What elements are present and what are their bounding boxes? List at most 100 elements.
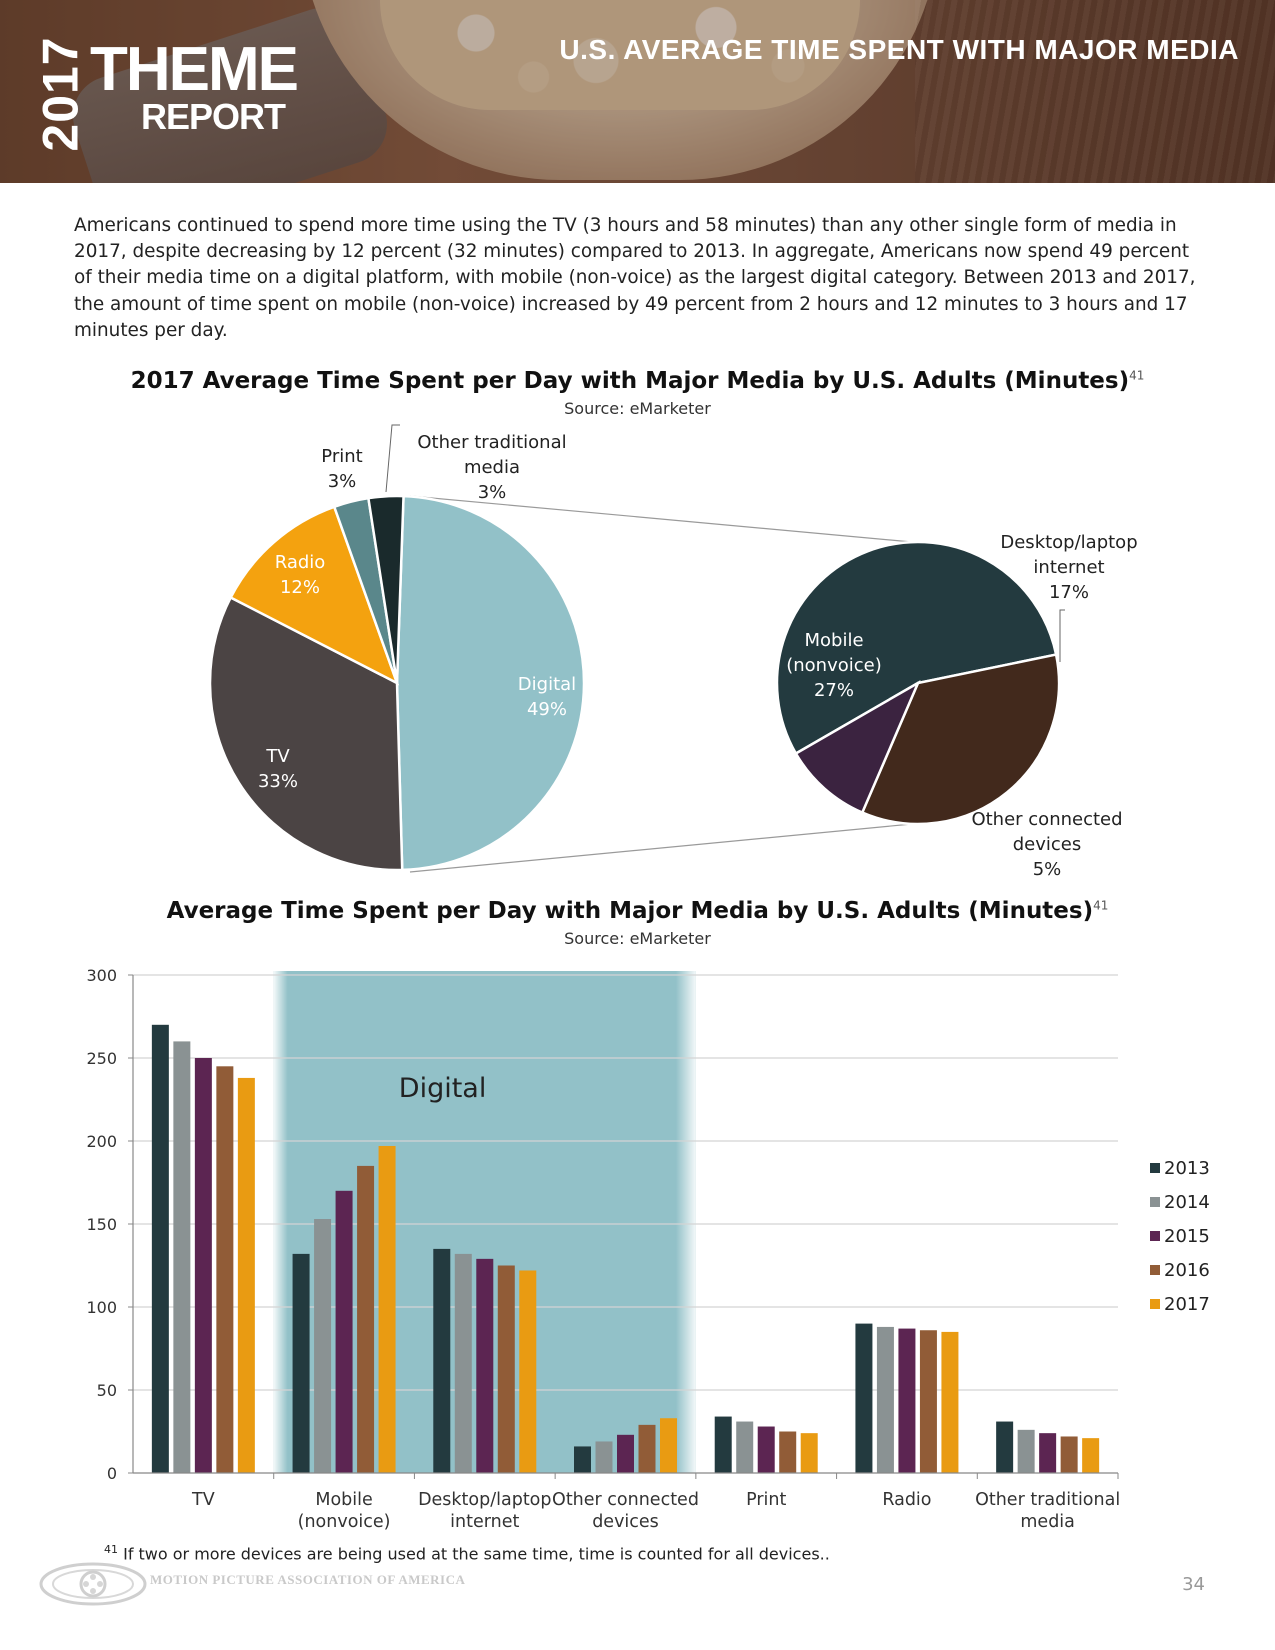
page-number: 34 — [1182, 1574, 1205, 1595]
legend-swatch-2016 — [1150, 1265, 1160, 1275]
y-tick-label: 50 — [97, 1381, 117, 1400]
bar-tv-2014 — [173, 1041, 191, 1473]
footnote: 41 If two or more devices are being used… — [104, 1543, 830, 1563]
breakdown-slice-other-connected-devices — [794, 680, 921, 815]
legend-label-2013: 2013 — [1164, 1158, 1210, 1179]
y-tick-label: 300 — [86, 966, 117, 985]
pie-slice-radio — [228, 505, 400, 686]
bar-tv-2013 — [151, 1024, 169, 1473]
pie-chart: Digital 49% TV 33% Radio 12% Print 3% Other trad… — [208, 424, 1138, 880]
y-tick-label: 250 — [86, 1049, 117, 1068]
bar-other-connected-devices-2013 — [574, 1446, 591, 1473]
bar-radio-2014 — [876, 1326, 894, 1473]
bar-other-traditional-media-2016 — [1060, 1436, 1078, 1473]
bar-mobile-nonvoice-2014 — [314, 1219, 332, 1473]
bar-radio-2013 — [855, 1323, 873, 1473]
pie-slice-digital — [395, 494, 586, 872]
bar-other-traditional-media-2015 — [1039, 1433, 1057, 1473]
bar-title-footnote-ref: 41 — [1093, 898, 1109, 913]
pie-label-digital: Digital 49% — [518, 674, 576, 720]
bar-mobile-nonvoice-2017 — [378, 1145, 396, 1473]
bar-desktop-laptop-internet-2013 — [433, 1248, 451, 1473]
y-tick-label: 100 — [86, 1298, 117, 1317]
pie-label-tv: TV 33% — [258, 746, 298, 792]
x-tick-label-tv: TV — [191, 1490, 215, 1510]
bar-tv-2016 — [216, 1066, 234, 1473]
pie-slice-tv — [208, 595, 404, 872]
pie-label-other-traditional: Other traditional media 3% — [417, 432, 566, 503]
bar-print-2013 — [714, 1416, 732, 1473]
bar-chart-title: Average Time Spent per Day with Major Me… — [166, 898, 1109, 924]
bar-tv-2017 — [237, 1077, 255, 1473]
bar-mobile-nonvoice-2013 — [292, 1253, 310, 1473]
pie-chart-source: Source: eMarketer — [564, 399, 711, 418]
report-year: 2017 — [33, 36, 90, 152]
breakdown-slice-mobile-nonvoice — [775, 540, 1058, 756]
breakdown-label-mobile: Mobile (nonvoice) 27% — [786, 630, 882, 701]
page-title: U.S. AVERAGE TIME SPENT WITH MAJOR MEDIA — [559, 34, 1239, 65]
bar-mobile-nonvoice-2016 — [357, 1165, 375, 1473]
bar-print-2015 — [757, 1426, 775, 1473]
bar-desktop-laptop-internet-2015 — [476, 1258, 494, 1473]
legend-swatch-2017 — [1150, 1299, 1160, 1309]
bar-other-connected-devices-2017 — [660, 1418, 677, 1473]
x-tick-label-other-connected-devices: Other connected devices — [552, 1490, 699, 1532]
desktop-leader — [1059, 609, 1065, 662]
y-tick-label: 150 — [86, 1215, 117, 1234]
y-tick-label: 200 — [86, 1132, 117, 1151]
background-texture — [915, 0, 1275, 183]
bar-chart-source: Source: eMarketer — [564, 929, 711, 948]
bar-radio-2016 — [919, 1330, 937, 1473]
bar-radio-2015 — [898, 1328, 916, 1473]
mpaa-logo-icon — [39, 1562, 147, 1606]
pie-title-footnote-ref: 41 — [1129, 368, 1145, 383]
pie-chart-title: 2017 Average Time Spent per Day with Maj… — [130, 368, 1145, 394]
legend-swatch-2015 — [1150, 1231, 1160, 1241]
pie-label-radio: Radio 12% — [275, 552, 326, 598]
pie-label-print: Print 3% — [321, 446, 362, 492]
bar-other-connected-devices-2016 — [638, 1424, 656, 1473]
bar-other-connected-devices-2014 — [595, 1441, 613, 1473]
organization-name: MOTION PICTURE ASSOCIATION OF AMERICA — [150, 1572, 466, 1587]
x-tick-label-print: Print — [746, 1490, 786, 1510]
y-tick-label: 0 — [107, 1464, 117, 1483]
report-word: REPORT — [141, 96, 286, 137]
x-tick-label-radio: Radio — [882, 1490, 931, 1510]
digital-region-label: Digital — [399, 1073, 487, 1104]
legend-label-2014: 2014 — [1164, 1192, 1210, 1213]
intro-paragraph: Americans continued to spend more time u… — [74, 215, 1196, 341]
bar-chart: Digital 0 50 100 150 200 250 300 TV Mobile (nonvo… — [86, 966, 1210, 1532]
bar-other-traditional-media-2013 — [996, 1421, 1014, 1473]
bar-other-connected-devices-2015 — [617, 1434, 634, 1473]
report-theme-word: THEME — [90, 35, 299, 104]
bar-print-2016 — [779, 1431, 797, 1473]
popcorn-image — [380, 0, 860, 110]
bar-print-2014 — [736, 1421, 754, 1473]
legend-label-2015: 2015 — [1164, 1226, 1210, 1247]
x-tick-label-mobile-nonvoice: Mobile (nonvoice) — [298, 1490, 391, 1532]
footnote-ref: 41 — [104, 1543, 118, 1556]
x-tick-label-other-traditional-media: Other traditional media — [975, 1490, 1120, 1532]
bar-radio-2017 — [941, 1331, 959, 1473]
bar-other-traditional-media-2017 — [1082, 1438, 1100, 1473]
breakdown-label-other-connected: Other connected devices 5% — [971, 809, 1122, 880]
legend-swatch-2014 — [1150, 1197, 1160, 1207]
bar-desktop-laptop-internet-2014 — [454, 1253, 472, 1473]
bar-desktop-laptop-internet-2017 — [519, 1270, 537, 1473]
legend-label-2016: 2016 — [1164, 1260, 1210, 1281]
header-banner: 2017 THEME REPORT U.S. AVERAGE TIME SPEN… — [0, 0, 1275, 183]
pie-connector-top — [409, 495, 913, 543]
legend-swatch-2013 — [1150, 1163, 1160, 1173]
bar-print-2017 — [800, 1433, 818, 1473]
legend-label-2017: 2017 — [1164, 1294, 1210, 1315]
pie-slice-other-traditional-media — [366, 494, 405, 684]
other-traditional-leader — [385, 424, 400, 493]
footnote-text: If two or more devices are being used at… — [123, 1544, 830, 1564]
x-tick-label-desktop-laptop-internet: Desktop/laptop internet — [418, 1490, 551, 1532]
breakdown-slice-desktop-laptop-internet — [860, 653, 1061, 826]
bar-other-traditional-media-2014 — [1017, 1429, 1035, 1473]
pie-connector-bottom — [409, 823, 913, 873]
bar-tv-2015 — [194, 1058, 212, 1473]
bar-desktop-laptop-internet-2016 — [497, 1265, 515, 1473]
bar-mobile-nonvoice-2015 — [335, 1190, 353, 1473]
